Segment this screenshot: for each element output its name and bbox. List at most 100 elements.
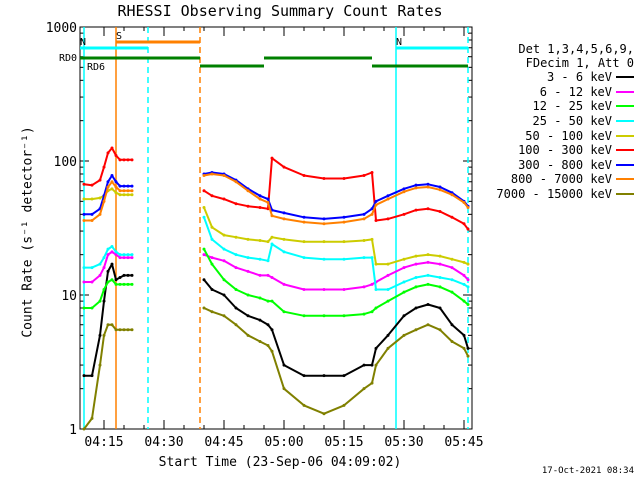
x-tick-label: 04:30 <box>144 435 183 450</box>
series-point <box>110 146 114 150</box>
series-point <box>322 240 326 244</box>
series-point <box>270 328 274 332</box>
series-point <box>322 222 326 226</box>
series-point <box>222 173 226 177</box>
series-point <box>126 189 130 193</box>
series-point <box>234 266 238 270</box>
series-point <box>270 349 274 353</box>
legend-rows: 3 - 6 keV 6 - 12 keV 12 - 25 keV 25 - 50 ke… <box>474 70 634 201</box>
legend-item: 800 - 7000 keV <box>474 172 634 187</box>
series-point <box>466 285 470 289</box>
series-point <box>438 276 442 280</box>
series-point <box>114 185 118 189</box>
legend-item-label: 100 - 300 keV <box>518 143 612 158</box>
legend-swatch <box>616 163 634 166</box>
series-point <box>282 363 286 367</box>
legend-item: 7000 - 15000 keV <box>474 187 634 202</box>
series-point <box>222 197 226 201</box>
series-point <box>302 173 306 177</box>
series-point <box>90 416 94 420</box>
series-point <box>450 257 454 261</box>
series-point <box>122 328 126 332</box>
series-point <box>82 197 86 201</box>
series-point <box>302 314 306 318</box>
series-point <box>322 314 326 318</box>
series-point <box>270 276 274 280</box>
series-point <box>462 282 466 286</box>
series-point <box>90 280 94 284</box>
series-point <box>114 253 118 257</box>
legend-item-label: 800 - 7000 keV <box>510 172 612 187</box>
series-point <box>270 214 274 218</box>
series-point <box>258 257 262 261</box>
series-point <box>466 278 470 282</box>
series-point <box>222 259 226 263</box>
series-point <box>246 314 250 318</box>
series-point <box>342 177 346 181</box>
series-point <box>126 273 130 277</box>
series-point <box>450 266 454 270</box>
series-point <box>114 250 118 254</box>
series-point <box>114 328 118 332</box>
legend-swatch <box>616 178 634 181</box>
rd6-flag-label: RD6 <box>87 62 105 73</box>
series-point <box>322 217 326 221</box>
series-point <box>106 185 110 189</box>
series-point <box>114 180 118 184</box>
legend-item: 6 - 12 keV <box>474 85 634 100</box>
series-point <box>266 273 270 277</box>
series-point <box>246 204 250 208</box>
series-point <box>426 182 430 186</box>
series-point <box>102 256 106 260</box>
series-point <box>342 240 346 244</box>
legend-swatch <box>616 120 634 123</box>
series-point <box>282 310 286 314</box>
series-point <box>98 178 102 182</box>
series-point <box>374 199 378 203</box>
series-point <box>362 312 366 316</box>
series-point <box>130 189 134 193</box>
series-point <box>362 173 366 177</box>
legend-swatch <box>616 149 634 152</box>
series-point <box>342 403 346 407</box>
series-point <box>122 256 126 260</box>
series-point <box>386 333 390 337</box>
series-point <box>98 196 102 200</box>
legend-swatch <box>616 105 634 108</box>
series-point <box>462 299 466 303</box>
y-tick-label: 1000 <box>46 21 77 36</box>
series-point <box>118 189 122 193</box>
generation-timestamp: 17-Oct-2021 08:34 <box>541 466 634 476</box>
series-point <box>374 203 378 207</box>
series-point <box>266 259 270 263</box>
series-point <box>342 287 346 291</box>
series-point <box>90 183 94 187</box>
series-point <box>90 306 94 310</box>
series-point <box>122 282 126 286</box>
series-point <box>270 242 274 246</box>
series-point <box>102 165 106 169</box>
series-point <box>466 302 470 306</box>
series-point <box>82 427 86 431</box>
series-point <box>246 189 250 193</box>
series-point <box>450 215 454 219</box>
legend-swatch <box>616 134 634 137</box>
legend-swatch <box>616 76 634 79</box>
legend-swatch <box>616 90 634 93</box>
series-point <box>462 260 466 264</box>
series-point <box>402 314 406 318</box>
series-point <box>106 280 110 284</box>
series-point <box>370 282 374 286</box>
series-point <box>82 218 86 222</box>
series-point <box>130 328 134 332</box>
legend-item-label: 25 - 50 keV <box>532 114 612 129</box>
series-point <box>362 256 366 260</box>
series-point <box>438 306 442 310</box>
series-point <box>202 278 206 282</box>
series-point <box>90 197 94 201</box>
series-point <box>202 306 206 310</box>
series-point <box>202 253 206 257</box>
series-point <box>370 207 374 211</box>
series-point <box>102 199 106 203</box>
series-point <box>126 158 130 162</box>
